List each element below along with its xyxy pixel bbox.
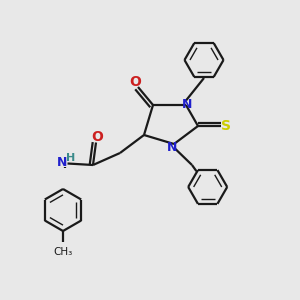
Text: S: S	[221, 119, 232, 133]
Text: CH₃: CH₃	[53, 247, 73, 256]
Text: O: O	[130, 75, 142, 88]
Text: N: N	[56, 156, 67, 170]
Text: H: H	[67, 153, 76, 163]
Text: O: O	[92, 130, 104, 144]
Text: N: N	[182, 98, 193, 111]
Text: N: N	[167, 141, 178, 154]
